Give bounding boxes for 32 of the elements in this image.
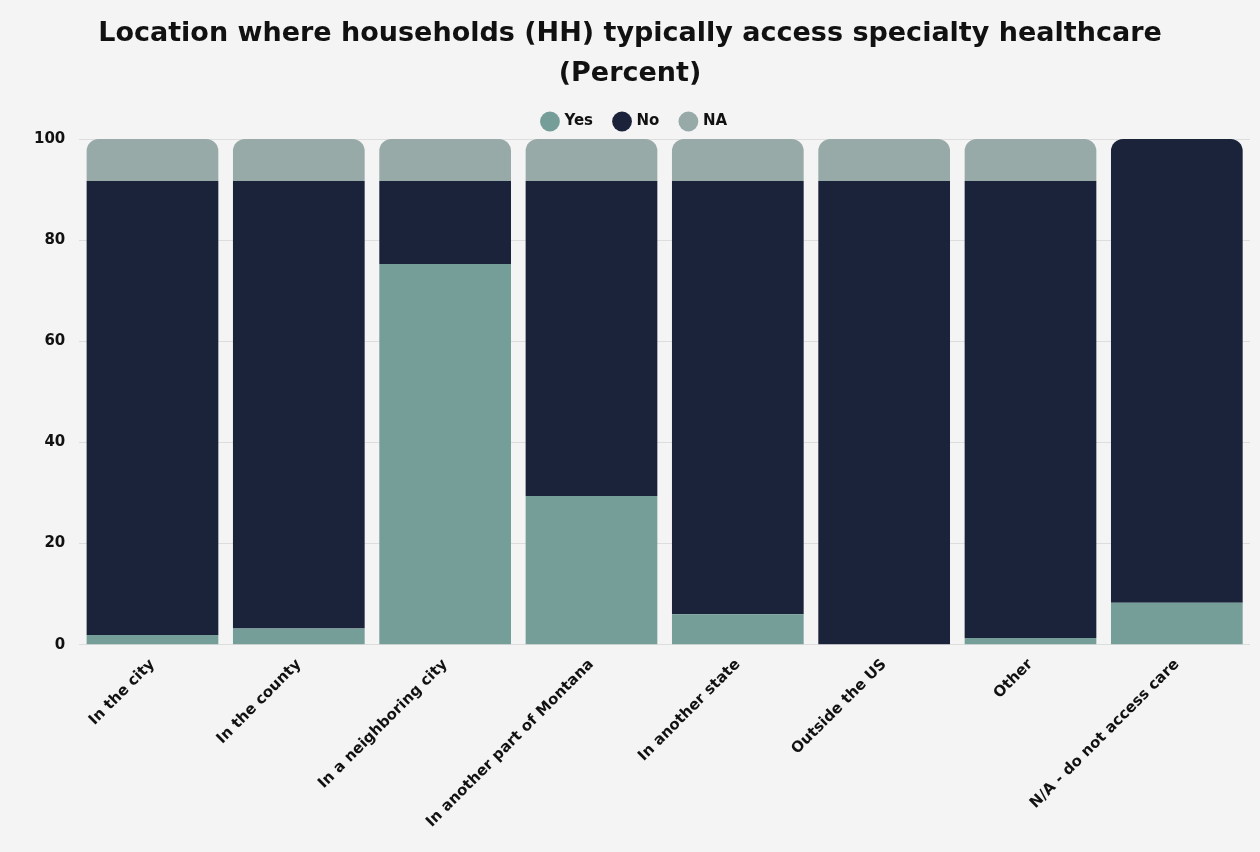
bar (525, 496, 658, 645)
y-tick-label: 0 (54, 634, 66, 653)
bar (964, 180, 1097, 639)
legend-label: Yes (563, 111, 594, 130)
y-tick-label: 80 (44, 230, 66, 249)
y-tick-label: 60 (44, 331, 66, 350)
bar (964, 139, 1097, 181)
bar (86, 139, 219, 181)
bar (818, 180, 951, 645)
bar (1110, 602, 1243, 645)
bar (671, 180, 804, 615)
bar (379, 263, 511, 645)
bar (232, 139, 365, 181)
bar (964, 638, 1097, 645)
bar (671, 139, 804, 181)
bar (232, 180, 365, 629)
y-tick-label: 100 (34, 128, 66, 147)
bar (379, 180, 511, 264)
y-tick-label: 40 (44, 432, 66, 451)
bar (1110, 139, 1243, 603)
bar (379, 139, 511, 181)
bar (818, 139, 951, 181)
bar (671, 614, 804, 645)
y-tick-label: 20 (44, 533, 66, 552)
bar (525, 180, 658, 497)
bar (86, 180, 219, 636)
legend-label: NA (702, 111, 728, 130)
bar (86, 635, 219, 645)
chart-title: Location where households (HH) typically access specialty healthcare (Percent) (97, 15, 1163, 89)
legend-label: No (636, 111, 660, 130)
bar (525, 139, 658, 181)
bar (232, 628, 365, 645)
